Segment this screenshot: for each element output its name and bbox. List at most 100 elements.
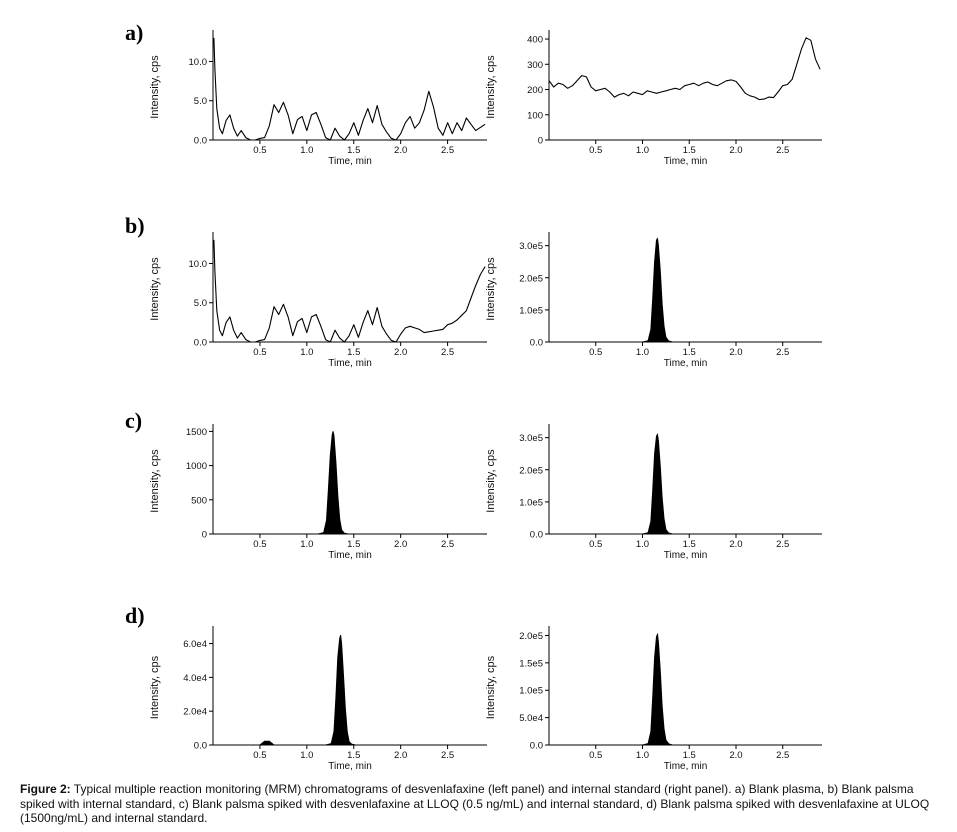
y-tick-label: 4.0e4 [183,673,207,684]
chart-c-left: c) 0 500 1000 1500 0.5 1.0 1.5 2.0 2.5 Time, min In… [125,408,487,561]
x-tick-label: 2.5 [441,347,454,358]
x-tick-label: 2.5 [441,145,454,156]
panel-label-b-left: b) [125,213,145,238]
chart-d-right: 0.0 5.0e4 1.0e5 1.5e5 2.0e5 0.5 1.0 1.5 2.0 2.5 Ti… [485,626,822,772]
x-tick-label: 2.0 [729,145,742,156]
x-axis-title: Time, min [664,156,708,167]
x-tick-label: 1.5 [347,347,360,358]
x-tick-label: 1.5 [347,145,360,156]
y-tick-label: 3.0e5 [519,433,543,444]
y-tick-label: 0.0 [194,136,207,147]
y-axis-title: Intensity, cps [485,55,497,119]
x-axis-title: Time, min [664,550,708,561]
x-tick-label: 2.5 [441,539,454,550]
x-tick-label: 0.5 [589,539,602,550]
chromatogram-peak-c-left [317,431,349,535]
y-tick-label: 1.5e5 [519,658,543,669]
y-tick-label: 200 [527,85,543,96]
x-tick-label: 0.5 [253,539,266,550]
x-tick-label: 1.0 [300,145,313,156]
x-tick-label: 1.0 [636,539,649,550]
chromatogram-peak-d-left [258,634,359,746]
y-tick-label: 3.0e5 [519,241,543,252]
y-tick-label: 10.0 [189,259,208,270]
y-tick-label: 5.0 [194,96,207,107]
x-tick-label: 2.0 [394,750,407,761]
chromatogram-peak-c-right [642,432,673,535]
panel-label-a-left: a) [125,20,143,45]
y-tick-label: 1.0e5 [519,305,543,316]
y-tick-label: 1500 [186,427,207,438]
chromatogram-trace-a-right [548,37,821,101]
y-tick-label: 0.0 [530,530,543,541]
x-tick-label: 2.5 [776,145,789,156]
y-tick-label: 0 [202,530,207,541]
y-tick-label: 300 [527,60,543,71]
x-tick-label: 2.5 [776,539,789,550]
x-tick-label: 1.0 [300,750,313,761]
y-tick-label: 0.0 [194,338,207,349]
chromatogram-peak-b-right [642,237,673,343]
x-axis-title: Time, min [328,156,372,167]
x-axis-title: Time, min [664,358,708,369]
x-tick-label: 1.5 [683,750,696,761]
x-tick-label: 1.0 [636,347,649,358]
y-tick-label: 0.0 [194,741,207,752]
x-tick-label: 0.5 [253,750,266,761]
x-tick-label: 2.0 [394,347,407,358]
x-tick-label: 1.5 [347,750,360,761]
y-tick-label: 500 [191,495,207,506]
x-tick-label: 1.5 [683,539,696,550]
y-tick-label: 0 [538,136,543,147]
x-axis-title: Time, min [664,761,708,772]
y-tick-label: 1000 [186,461,207,472]
x-tick-label: 1.0 [300,539,313,550]
chart-b-right: 0.0 1.0e5 2.0e5 3.0e5 0.5 1.0 1.5 2.0 2.5 Time, m… [485,232,822,369]
chromatogram-panels: a) 0.0 5.0 10.0 0.5 1.0 1.5 2.0 2.5 Time, min Inte… [125,20,822,772]
y-axis-title: Intensity, cps [149,257,161,321]
x-tick-label: 2.0 [729,539,742,550]
panel-label-d-left: d) [125,603,145,628]
y-tick-label: 5.0 [194,298,207,309]
caption-text: Typical multiple reaction monitoring (MR… [20,782,930,825]
x-tick-label: 0.5 [589,145,602,156]
y-tick-label: 10.0 [189,57,208,68]
x-tick-label: 1.0 [636,145,649,156]
chart-d-left: d) 0.0 2.0e4 4.0e4 6.0e4 0.5 1.0 1.5 2.0 2.5 Time,… [125,603,487,772]
y-axis-title: Intensity, cps [485,257,497,321]
y-axis-title: Intensity, cps [485,449,497,513]
x-tick-label: 1.5 [683,347,696,358]
y-tick-label: 100 [527,110,543,121]
x-tick-label: 2.5 [776,750,789,761]
chromatogram-trace-b-left [213,239,486,343]
y-tick-label: 5.0e4 [519,713,543,724]
chart-c-right: 0.0 1.0e5 2.0e5 3.0e5 0.5 1.0 1.5 2.0 2.5 Time, m… [485,424,822,561]
chart-a-left: a) 0.0 5.0 10.0 0.5 1.0 1.5 2.0 2.5 Time, min Inte… [125,20,487,167]
x-tick-label: 2.0 [729,750,742,761]
x-tick-label: 1.5 [347,539,360,550]
y-tick-label: 2.0e4 [183,707,207,718]
panel-label-c-left: c) [125,408,142,433]
y-axis-title: Intensity, cps [149,449,161,513]
figure-caption: Figure 2: Typical multiple reaction moni… [20,782,940,826]
y-tick-label: 6.0e4 [183,639,207,650]
y-tick-label: 2.0e5 [519,273,543,284]
x-tick-label: 0.5 [589,750,602,761]
x-axis-title: Time, min [328,550,372,561]
x-tick-label: 1.5 [683,145,696,156]
x-tick-label: 2.0 [729,347,742,358]
chromatogram-trace-a-left [213,37,486,141]
x-tick-label: 1.0 [300,347,313,358]
x-tick-label: 0.5 [253,347,266,358]
x-tick-label: 2.5 [441,750,454,761]
y-tick-label: 0.0 [530,741,543,752]
y-tick-label: 0.0 [530,338,543,349]
x-tick-label: 2.0 [394,145,407,156]
x-axis-title: Time, min [328,761,372,772]
y-axis-title: Intensity, cps [149,55,161,119]
x-tick-label: 0.5 [253,145,266,156]
y-tick-label: 400 [527,35,543,46]
y-tick-label: 2.0e5 [519,465,543,476]
x-tick-label: 0.5 [589,347,602,358]
